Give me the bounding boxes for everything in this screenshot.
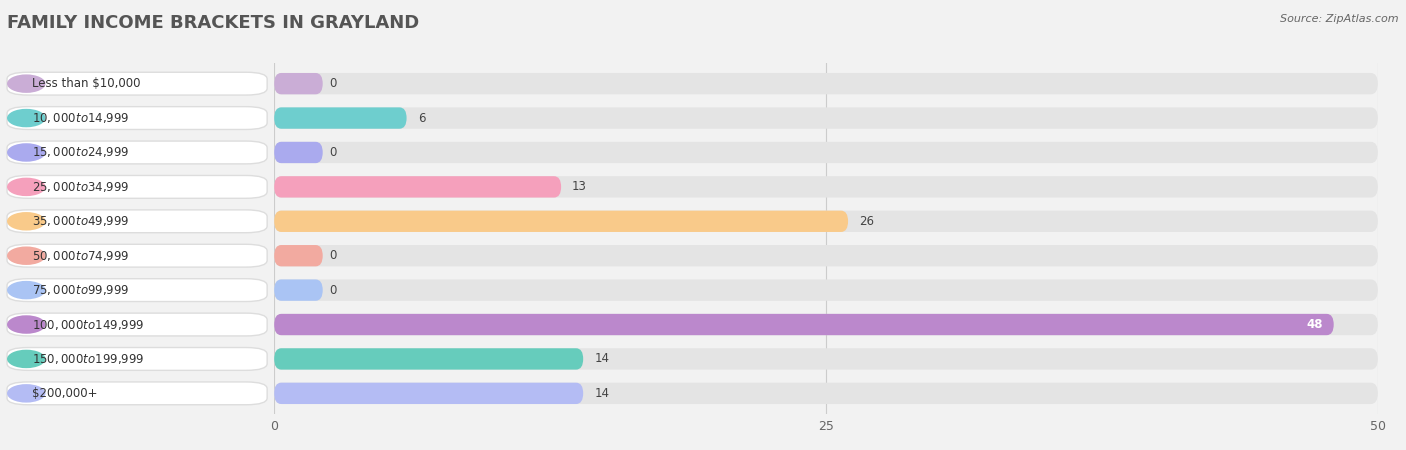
FancyBboxPatch shape [274,108,1378,129]
FancyBboxPatch shape [274,176,1378,198]
FancyBboxPatch shape [274,142,323,163]
Text: $150,000 to $199,999: $150,000 to $199,999 [32,352,145,366]
FancyBboxPatch shape [274,382,583,404]
FancyBboxPatch shape [274,245,323,266]
Text: 0: 0 [329,284,336,297]
Text: 14: 14 [595,352,609,365]
FancyBboxPatch shape [274,211,1378,232]
FancyBboxPatch shape [274,279,323,301]
Text: $10,000 to $14,999: $10,000 to $14,999 [32,111,129,125]
FancyBboxPatch shape [274,314,1378,335]
Text: 0: 0 [329,249,336,262]
Text: FAMILY INCOME BRACKETS IN GRAYLAND: FAMILY INCOME BRACKETS IN GRAYLAND [7,14,419,32]
Text: $100,000 to $149,999: $100,000 to $149,999 [32,318,145,332]
FancyBboxPatch shape [274,314,1334,335]
Text: Less than $10,000: Less than $10,000 [32,77,141,90]
Text: 0: 0 [329,146,336,159]
Text: $35,000 to $49,999: $35,000 to $49,999 [32,214,129,228]
FancyBboxPatch shape [274,348,583,369]
Text: $25,000 to $34,999: $25,000 to $34,999 [32,180,129,194]
FancyBboxPatch shape [274,142,1378,163]
FancyBboxPatch shape [274,211,848,232]
Text: 0: 0 [329,77,336,90]
FancyBboxPatch shape [274,279,1378,301]
FancyBboxPatch shape [274,382,1378,404]
Text: 13: 13 [572,180,588,194]
Text: 6: 6 [418,112,425,125]
Text: $200,000+: $200,000+ [32,387,98,400]
FancyBboxPatch shape [274,108,406,129]
FancyBboxPatch shape [274,73,1378,94]
FancyBboxPatch shape [274,73,323,94]
Text: 48: 48 [1306,318,1323,331]
Text: 26: 26 [859,215,875,228]
Text: $15,000 to $24,999: $15,000 to $24,999 [32,145,129,159]
Text: $50,000 to $74,999: $50,000 to $74,999 [32,249,129,263]
FancyBboxPatch shape [274,245,1378,266]
FancyBboxPatch shape [274,348,1378,369]
Text: Source: ZipAtlas.com: Source: ZipAtlas.com [1281,14,1399,23]
Text: $75,000 to $99,999: $75,000 to $99,999 [32,283,129,297]
Text: 14: 14 [595,387,609,400]
FancyBboxPatch shape [274,176,561,198]
